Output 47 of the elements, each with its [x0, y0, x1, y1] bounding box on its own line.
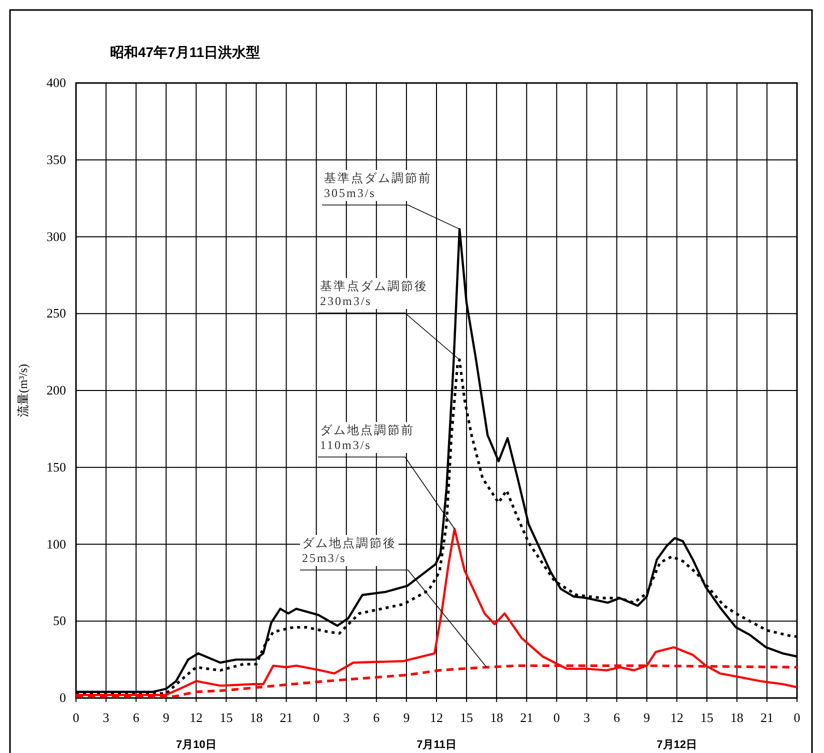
annotation: ダム地点調節後 25m3/s — [302, 536, 396, 565]
x-tick-label: 0 — [72, 710, 80, 725]
annotation: 基準点ダム調節前 305m3/s — [322, 170, 460, 230]
x-tick-label: 6 — [132, 710, 140, 725]
y-tick-label: 0 — [60, 690, 66, 705]
x-tick-label: 6 — [373, 710, 380, 725]
annotation: 基準点ダム調節後 230m3/s — [320, 279, 428, 308]
annotation: ダム地点調節前 110m3/s — [320, 423, 414, 452]
x-tick-label: 0 — [794, 710, 800, 725]
annotation: 7月11日 — [416, 739, 456, 751]
annotation: 基準点ダム調節後 230m3/s — [318, 278, 460, 360]
x-tick-label: 21 — [520, 710, 534, 725]
annotation: ダム地点調節前 110m3/s — [318, 422, 455, 530]
x-tick-label: 9 — [403, 710, 410, 725]
annotation: 7月12日 — [656, 739, 698, 751]
x-tick-label: 18 — [730, 710, 744, 725]
x-tick-label: 18 — [490, 710, 504, 725]
y-tick-label: 300 — [46, 228, 66, 244]
x-tick-label: 0 — [313, 710, 320, 725]
x-tick-label: 3 — [583, 710, 590, 725]
x-tick-label: 9 — [644, 710, 650, 725]
x-tick-label: 12 — [190, 710, 203, 725]
y-tick-label: 200 — [46, 382, 66, 398]
x-tick-label: 12 — [670, 710, 684, 725]
x-tick-label: 15 — [220, 710, 233, 725]
x-tick-label: 6 — [614, 710, 620, 725]
y-tick-label: 50 — [53, 613, 66, 628]
y-tick-label: 350 — [46, 152, 66, 167]
annotation: 基準点ダム調節前 305m3/s — [324, 171, 432, 200]
x-tick-label: 21 — [280, 710, 293, 725]
y-tick-label: 400 — [46, 75, 66, 90]
y-axis-title: 流量(m³/s) — [16, 364, 30, 417]
y-tick-label: 150 — [46, 459, 66, 474]
annotation: ダム地点調節後 25m3/s — [300, 535, 487, 668]
x-tick-label: 9 — [162, 710, 170, 725]
x-tick-label: 21 — [760, 710, 774, 725]
x-tick-label: 18 — [250, 710, 263, 725]
x-tick-label: 15 — [460, 710, 474, 725]
y-tick-label: 250 — [46, 306, 66, 321]
chart-title: 昭和47年7月11日洪水型 — [110, 44, 260, 60]
x-tick-label: 0 — [553, 710, 560, 725]
x-tick-label: 3 — [102, 710, 110, 725]
y-tick-label: 100 — [46, 536, 66, 552]
annotation: 7月10日 — [176, 739, 216, 751]
x-tick-label: 12 — [430, 710, 443, 725]
x-tick-label: 3 — [343, 710, 350, 725]
x-tick-label: 15 — [700, 710, 714, 725]
